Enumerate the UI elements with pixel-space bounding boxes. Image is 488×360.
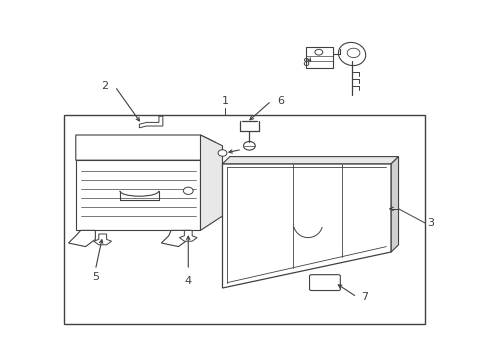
Polygon shape (179, 230, 197, 241)
Polygon shape (222, 164, 390, 288)
Text: 5: 5 (92, 272, 99, 282)
Polygon shape (390, 157, 398, 252)
Polygon shape (200, 135, 222, 230)
Text: 1: 1 (221, 96, 228, 106)
Text: 7: 7 (360, 292, 367, 302)
Polygon shape (222, 157, 398, 164)
Polygon shape (76, 135, 215, 160)
Polygon shape (94, 234, 111, 245)
Polygon shape (139, 116, 163, 128)
Text: 2: 2 (102, 81, 108, 91)
Polygon shape (76, 160, 200, 230)
Text: 6: 6 (277, 96, 284, 106)
Circle shape (243, 141, 255, 150)
Circle shape (314, 49, 322, 55)
Circle shape (218, 150, 226, 156)
Bar (63, 115, 425, 324)
Text: 3: 3 (426, 218, 433, 228)
Polygon shape (68, 230, 95, 247)
Polygon shape (161, 230, 190, 247)
FancyBboxPatch shape (309, 275, 340, 291)
Circle shape (183, 187, 193, 194)
Text: 8: 8 (302, 58, 308, 68)
Bar (305, 47, 332, 68)
Circle shape (346, 48, 359, 58)
Text: 4: 4 (184, 276, 191, 286)
